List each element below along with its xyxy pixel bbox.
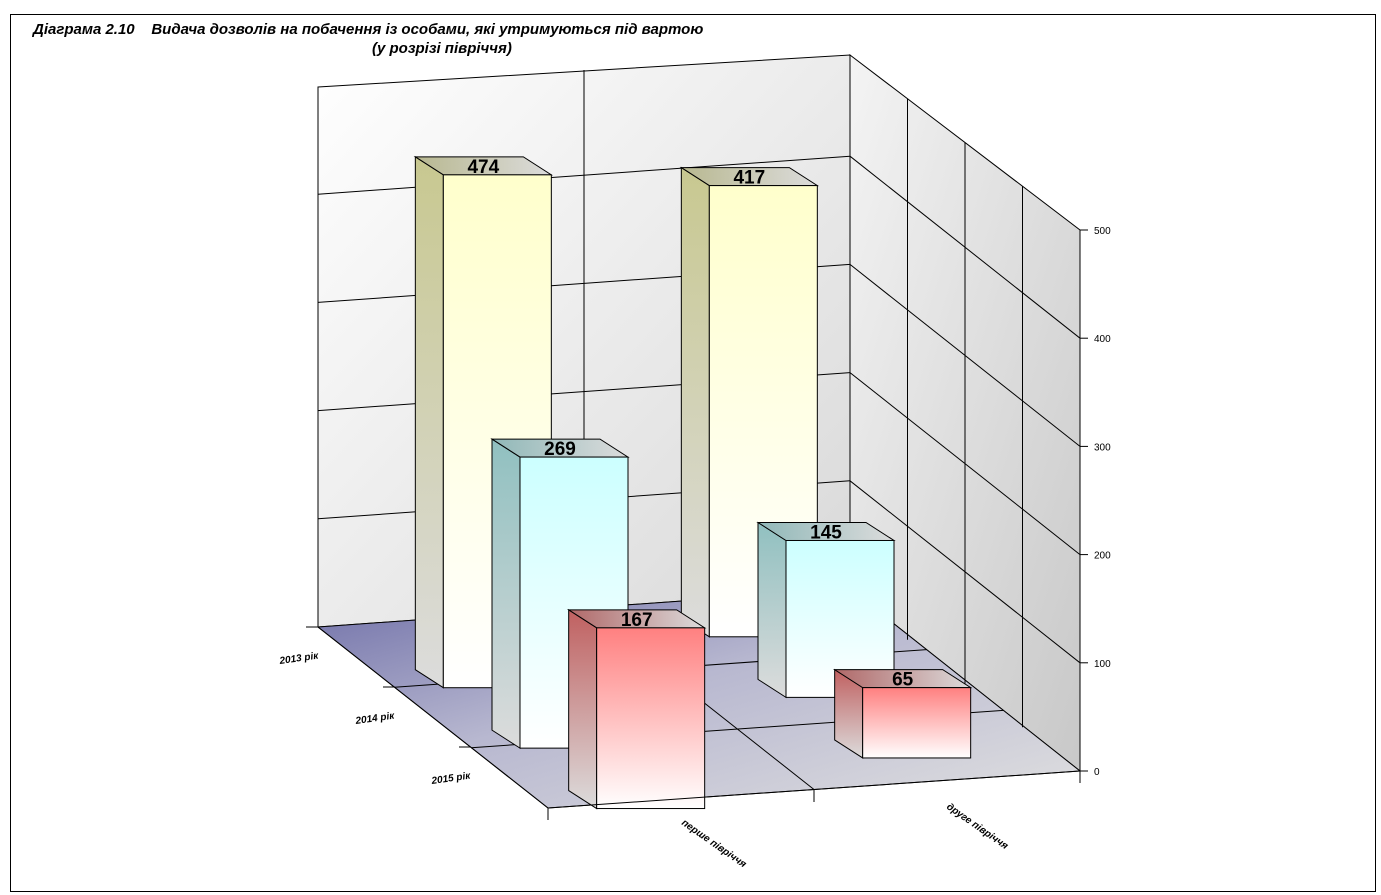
series-label: 2013 рік [278,651,320,668]
chart-title-line2: (у розрізі півріччя) [372,40,512,57]
bar-side [568,608,598,810]
depth-axis [317,626,549,809]
bar-2-0: 167 [566,608,707,810]
series-label: 2015 рік [430,771,472,788]
bar-front [862,687,972,759]
x-axis [547,770,1081,809]
bar-value-label: 65 [892,670,914,691]
x-category-label: перше півріччя [679,817,748,870]
bar-value-label: 145 [810,522,842,543]
y-tick-label: 400 [1094,334,1111,345]
bar-side [680,166,710,638]
bar-value-label: 167 [621,610,653,631]
y-tick-label: 500 [1094,226,1111,237]
bar-value-label: 417 [733,168,765,189]
bar-value-label: 269 [544,439,576,460]
bar-side [491,438,521,750]
bar-side [757,521,787,699]
bar-2-1: 65 [832,668,973,759]
y-tick-label: 0 [1094,767,1100,778]
series-label: 2014 рік [354,711,396,728]
bar-side [414,155,444,689]
bar-value-label: 474 [467,157,499,178]
bar-front [596,627,706,810]
chart-title-line1: Діаграма 2.10 Видача дозволів на побачен… [33,21,704,38]
y-tick-label: 100 [1094,659,1111,670]
x-category-label: друге півріччя [944,801,1010,852]
y-tick-label: 300 [1094,442,1111,453]
bars: 474 417 269 145 167 65 [413,155,973,810]
y-tick-label: 200 [1094,551,1111,562]
